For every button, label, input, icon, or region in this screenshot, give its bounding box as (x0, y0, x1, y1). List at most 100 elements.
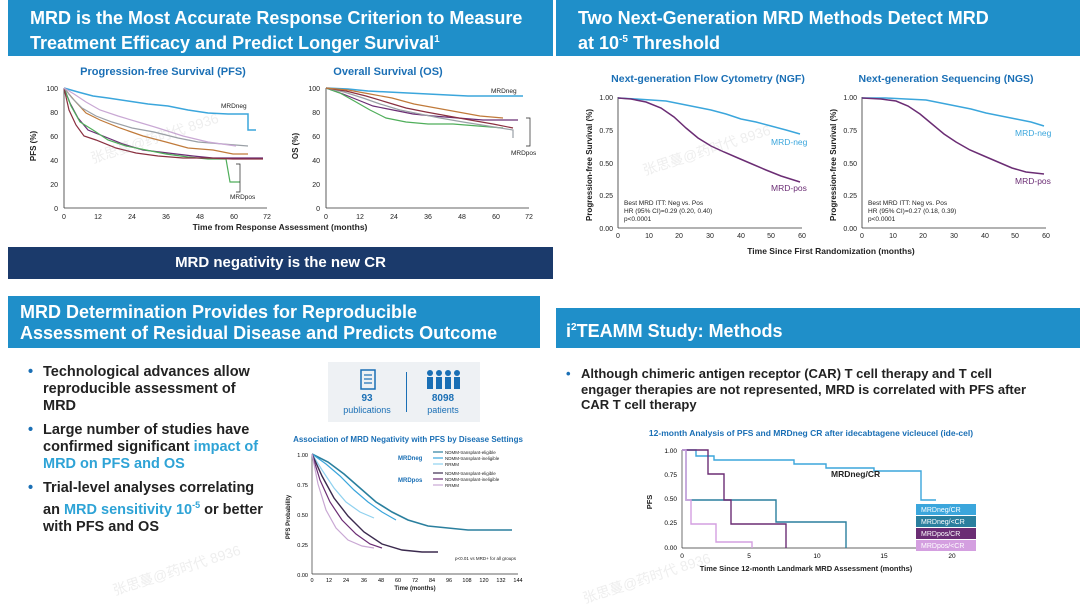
p3-legend-pos-1: NDMM-transplant-eligible (445, 471, 496, 476)
p3-curve-pos-te (311, 453, 438, 553)
panel-ngf-ngs: Two Next-Generation MRD Methods Detect M… (556, 0, 1080, 285)
ngf-ytick: 0.00 (599, 226, 613, 233)
os-xtick: 0 (324, 214, 328, 221)
os-yticks: 100 80 60 40 20 0 (308, 86, 320, 213)
panel4-bullet: • Although chimeric antigen receptor (CAR… (566, 366, 1027, 412)
panel1-header: MRD is the Most Accurate Response Criter… (8, 0, 553, 56)
p3-curve-neg-ti (311, 453, 397, 521)
ngf-yticks: 1.00 0.75 0.50 0.25 0.00 (599, 95, 613, 233)
publications-label: publications (343, 405, 391, 415)
panel3-yticks: 1.00 0.75 0.50 0.25 0.00 (297, 453, 308, 579)
p4-ytick: 0.75 (664, 472, 677, 479)
ngs-ytick: 1.00 (843, 95, 857, 102)
p3-legend-neg-3: RRMM (445, 462, 459, 467)
panel3-xlabel: Time (months) (394, 586, 435, 592)
ngs-xtick: 50 (1011, 233, 1019, 240)
pfs-label-mrdpos: MRDpos (230, 194, 256, 201)
panel1-title-line2: Treatment Efficacy and Predict Longer Su… (30, 33, 440, 53)
p4-curve-mrdneg-cr (682, 449, 936, 501)
p4-legend-2: MRDneg/<CR (921, 519, 965, 526)
p3-xtick: 144 (513, 578, 522, 584)
os-curve-2 (325, 87, 504, 129)
ngf-xtick: 60 (798, 233, 806, 240)
panel3-ylabel: PFS Probability (286, 494, 292, 539)
os-ytick: 100 (308, 86, 320, 93)
bullet-2: • Large number of studies have confirmed … (28, 422, 259, 472)
bullet-3-highlight: MRD sensitivity 10-5 (63, 500, 201, 518)
panel2-charts: Next-generation Flow Cytometry (NGF) Pro… (585, 73, 1052, 256)
p3-curve-pos-rr (311, 453, 375, 549)
stats-box: 93 publications 8098 patients (328, 362, 480, 422)
panel4-title: i2TEAMM Study: Methods (566, 321, 783, 341)
panel-i2teamm: i2TEAMM Study: Methods • Although chimeri… (556, 308, 1080, 598)
pfs-label-mrdneg: MRDneg (221, 103, 247, 110)
os-ytick: 20 (312, 182, 320, 189)
pfs-xtick: 12 (94, 214, 102, 221)
p3-xtick: 72 (412, 578, 418, 584)
ngf-label-pos: MRD-pos (771, 183, 807, 193)
ngf-xticks: 0 10 20 30 40 50 60 (616, 233, 806, 240)
panel1-charts: Progression-free Survival (PFS) PFS (%) … (29, 66, 537, 232)
patients-label: patients (427, 405, 459, 415)
p3-xtick: 12 (326, 578, 332, 584)
pfs-curve-4 (63, 87, 263, 160)
ngs-stat3: p<0.0001 (868, 216, 896, 223)
bullet-1-text: Technological advances allow reproducibl… (43, 364, 250, 414)
p3-xtick: 108 (462, 578, 471, 584)
p3-legend-neg-title: MRDneg (398, 456, 423, 462)
panel3-title-line1: MRD Determination Provides for Reproduci… (20, 302, 418, 322)
pfs-yticks: 100 80 60 40 20 0 (46, 86, 58, 213)
os-curve-3 (325, 87, 514, 138)
p4-xtick: 10 (813, 553, 821, 560)
bullet-1: • Technological advances allow reproducib… (28, 364, 258, 415)
ngf-xtick: 40 (737, 233, 745, 240)
publications-count: 93 (361, 393, 373, 404)
os-chart-title: Overall Survival (OS) (333, 66, 443, 78)
ngf-xtick: 10 (645, 233, 653, 240)
ngf-xtick: 0 (616, 233, 620, 240)
ngf-stat3: p<0.0001 (624, 216, 652, 223)
p4-xtick: 0 (680, 553, 684, 560)
pfs-xtick: 72 (263, 214, 271, 221)
p3-curve-neg-rr (311, 453, 375, 519)
p3-ytick: 0.25 (297, 543, 308, 549)
panel3-header: MRD Determination Provides for Reproduci… (8, 296, 540, 348)
p3-legend-pos-3: RRMM (445, 483, 459, 488)
p3-curve-pos-ti (311, 453, 383, 549)
p4-ytick: 1.00 (664, 448, 677, 455)
os-xtick: 36 (424, 214, 432, 221)
p3-legend-pos-title: MRDpos (398, 478, 423, 484)
os-ylabel: OS (%) (291, 133, 300, 160)
patients-icon (427, 370, 460, 389)
panel4-chart-title: 12-month Analysis of PFS and MRDneg CR a… (649, 428, 973, 438)
ngf-xtick: 20 (675, 233, 683, 240)
ngs-label-neg: MRD-neg (1015, 128, 1052, 138)
os-xticks: 0 12 24 36 48 60 72 (324, 214, 533, 221)
p4-legend-3: MRDpos/CR (921, 531, 960, 538)
p4-legend-1: MRDneg/CR (921, 507, 961, 514)
p4-curve-mrdneg-lt-cr (682, 449, 847, 548)
ngs-stat1: Best MRD ITT: Neg vs. Pos (868, 200, 948, 207)
pfs-xtick: 60 (230, 214, 238, 221)
p4-curve-mrdpos-cr (682, 449, 787, 548)
pfs-chart-title: Progression-free Survival (PFS) (80, 66, 246, 78)
os-xtick: 24 (390, 214, 398, 221)
panel2-header: Two Next-Generation MRD Methods Detect M… (556, 0, 1080, 56)
p3-legend-neg-2: NDMM-transplant-ineligible (445, 456, 500, 461)
panel-mrd-criterion: MRD is the Most Accurate Response Criter… (8, 0, 553, 285)
p3-xtick: 120 (479, 578, 488, 584)
ngs-xtick: 60 (1042, 233, 1050, 240)
ngf-curve-pos (617, 97, 801, 183)
p3-xtick: 0 (310, 578, 313, 584)
ngf-ytick: 0.50 (599, 161, 613, 168)
ngs-ytick: 0.50 (843, 161, 857, 168)
p3-xtick: 84 (429, 578, 435, 584)
panel3-chart-title: Association of MRD Negativity with PFS b… (293, 435, 523, 444)
pfs-ytick: 0 (54, 206, 58, 213)
ngs-ytick: 0.00 (843, 226, 857, 233)
ngs-curve-pos (861, 97, 1045, 175)
p3-ytick: 0.50 (297, 513, 308, 519)
os-curve-mrdneg (325, 87, 523, 97)
bullet-3: • Trial-level analyses correlating an MRD… (28, 480, 263, 535)
p4-ytick: 0.00 (664, 545, 677, 552)
